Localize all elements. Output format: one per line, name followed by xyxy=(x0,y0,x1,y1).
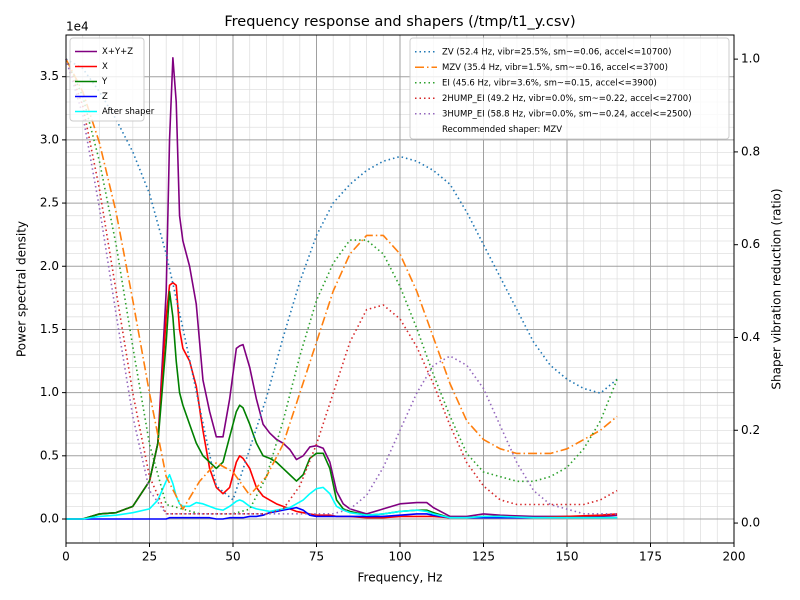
plot-frame xyxy=(65,34,735,544)
legend-box xyxy=(409,37,730,140)
shaper-line xyxy=(65,58,618,510)
x-tick-label: 100 xyxy=(389,550,412,564)
x-tick-label: 125 xyxy=(472,550,495,564)
shaper-line xyxy=(65,58,618,515)
legend-label: 2HUMP_EI (49.2 Hz, vibr=0.0%, sm~=0.22, … xyxy=(442,94,692,104)
psd-line xyxy=(66,506,618,520)
x-tick-label: 0 xyxy=(62,550,70,564)
y2-tick-label: 0.4 xyxy=(741,330,760,344)
y2-tick-label: 1.0 xyxy=(741,52,760,66)
y-axis-label: Power spectral density xyxy=(15,221,29,357)
y-tick-label: 2.0 xyxy=(40,259,59,273)
x-tick-label: 150 xyxy=(556,550,579,564)
y2-tick-label: 0.0 xyxy=(741,516,760,530)
legend-label: Y xyxy=(101,77,108,87)
y-tick-label: 0.0 xyxy=(40,511,59,525)
y-tick-label: 1.5 xyxy=(40,322,59,336)
legend-label: ZV (52.4 Hz, vibr=25.5%, sm~=0.06, accel… xyxy=(442,47,671,57)
legend-label: Z xyxy=(102,92,108,102)
y2-tick-label: 0.6 xyxy=(741,237,760,251)
legend-label: EI (45.6 Hz, vibr=3.6%, sm~=0.15, accel<… xyxy=(442,78,657,88)
legend-label: X+Y+Z xyxy=(102,47,133,57)
y-tick-label: 3.5 xyxy=(40,69,59,83)
y-tick-label: 1.0 xyxy=(40,385,59,399)
x-tick-label: 75 xyxy=(309,550,324,564)
x-tick-label: 175 xyxy=(639,550,662,564)
y2-axis-label: Shaper vibration reduction (ratio) xyxy=(770,188,784,389)
y-offset-label: 1e4 xyxy=(66,20,89,34)
y-tick-label: 3.0 xyxy=(40,132,59,146)
y2-tick-label: 0.8 xyxy=(741,144,760,158)
x-tick-label: 200 xyxy=(723,550,746,564)
chart-title: Frequency response and shapers (/tmp/t1_… xyxy=(224,14,575,30)
psd-line xyxy=(66,281,618,520)
legend-label: 3HUMP_EI (58.8 Hz, vibr=0.0%, sm~=0.24, … xyxy=(442,109,692,119)
shaper-line xyxy=(65,58,618,501)
shaper-line xyxy=(65,58,618,515)
psd-line xyxy=(66,290,618,520)
psd-line xyxy=(66,473,618,520)
legend-label: After shaper xyxy=(102,107,155,117)
psd-line xyxy=(66,56,618,520)
legend-label: X xyxy=(102,62,108,72)
x-tick-label: 25 xyxy=(142,550,157,564)
x-tick-label: 50 xyxy=(225,550,240,564)
y-tick-label: 2.5 xyxy=(40,196,59,210)
legend-note: Recommended shaper: MZV xyxy=(442,125,562,135)
legend-box xyxy=(69,37,145,122)
y-tick-label: 0.5 xyxy=(40,448,59,462)
legend-label: MZV (35.4 Hz, vibr=1.5%, sm~=0.16, accel… xyxy=(442,63,668,73)
x-axis-label: Frequency, Hz xyxy=(358,571,443,585)
y2-tick-label: 0.2 xyxy=(741,423,760,437)
